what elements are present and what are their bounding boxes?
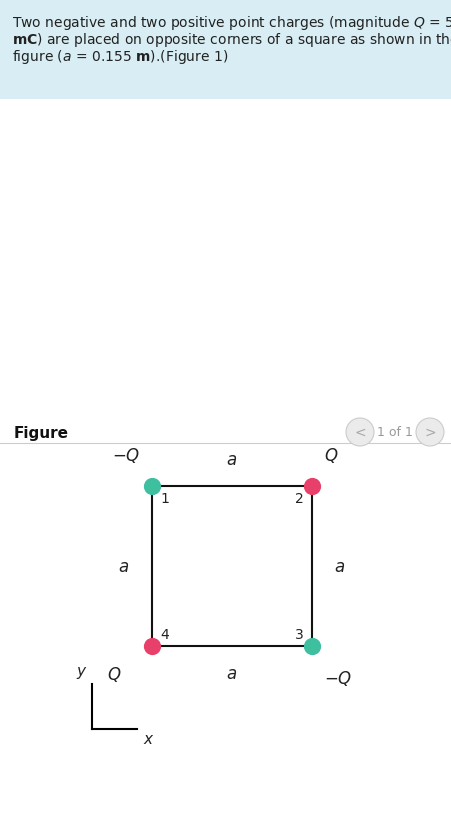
Text: Two negative and two positive point charges (magnitude $Q$ = 5.18: Two negative and two positive point char…	[12, 14, 451, 32]
Text: <: <	[354, 426, 366, 440]
Text: 1 of 1: 1 of 1	[377, 426, 413, 439]
Text: 2: 2	[295, 491, 304, 505]
Point	[148, 480, 156, 493]
Text: $a$: $a$	[119, 557, 129, 575]
Circle shape	[346, 419, 374, 446]
Point	[308, 480, 316, 493]
Text: $a$: $a$	[335, 557, 345, 575]
Text: $a$: $a$	[226, 664, 238, 682]
Text: 1: 1	[160, 491, 169, 505]
Text: $-Q$: $-Q$	[324, 668, 352, 687]
Text: $-Q$: $-Q$	[112, 446, 140, 464]
Text: $y$: $y$	[76, 664, 88, 680]
Point	[148, 640, 156, 653]
Text: 3: 3	[295, 627, 304, 641]
Text: $x$: $x$	[143, 731, 155, 746]
Text: Figure: Figure	[14, 426, 69, 441]
Text: 4: 4	[160, 627, 169, 641]
Circle shape	[416, 419, 444, 446]
Text: $Q$: $Q$	[107, 664, 121, 683]
Point	[308, 640, 316, 653]
Bar	[0, 0, 451, 100]
Text: $Q$: $Q$	[324, 446, 338, 464]
Text: $\mathbf{mC}$) are placed on opposite corners of a square as shown in the: $\mathbf{mC}$) are placed on opposite co…	[12, 31, 451, 49]
Text: >: >	[424, 426, 436, 440]
Text: $a$: $a$	[226, 450, 238, 468]
Text: figure ($a$ = 0.155 $\mathbf{m}$).(Figure 1): figure ($a$ = 0.155 $\mathbf{m}$).(Figur…	[12, 48, 228, 66]
